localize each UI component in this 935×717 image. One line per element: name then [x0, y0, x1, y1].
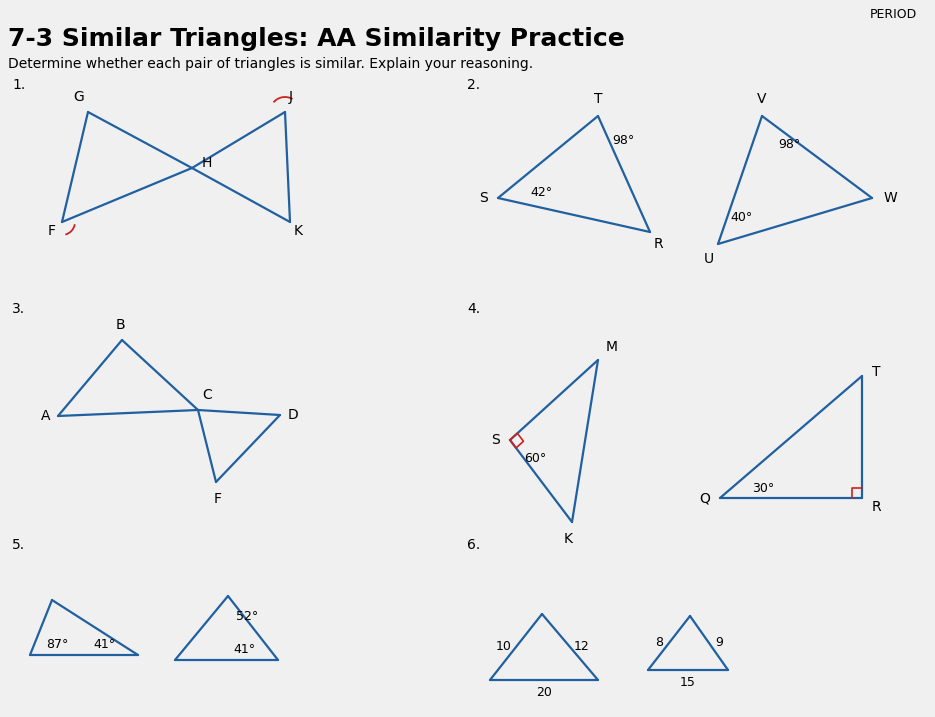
Text: 12: 12 — [574, 640, 590, 653]
Text: 98°: 98° — [612, 134, 634, 147]
Text: 1.: 1. — [12, 78, 25, 92]
Text: A: A — [40, 409, 50, 423]
Text: M: M — [606, 340, 618, 354]
Text: PERIOD: PERIOD — [870, 8, 917, 21]
Text: 52°: 52° — [236, 610, 258, 623]
Text: R: R — [872, 500, 882, 514]
Text: H: H — [202, 156, 212, 170]
Text: S: S — [491, 433, 500, 447]
Text: 41°: 41° — [94, 638, 116, 651]
Text: V: V — [757, 92, 767, 106]
Text: 41°: 41° — [234, 643, 256, 656]
Text: 6.: 6. — [467, 538, 481, 552]
Text: G: G — [73, 90, 84, 104]
Text: D: D — [288, 408, 299, 422]
Text: J: J — [289, 90, 293, 104]
Text: 4.: 4. — [467, 302, 481, 316]
Text: 30°: 30° — [752, 482, 774, 495]
Text: F: F — [214, 492, 222, 506]
Text: Determine whether each pair of triangles is similar. Explain your reasoning.: Determine whether each pair of triangles… — [8, 57, 533, 71]
Text: 42°: 42° — [530, 186, 553, 199]
Text: 9: 9 — [715, 637, 723, 650]
Text: 40°: 40° — [730, 211, 753, 224]
Text: R: R — [654, 237, 664, 251]
Text: 7-3 Similar Triangles: AA Similarity Practice: 7-3 Similar Triangles: AA Similarity Pra… — [8, 27, 625, 51]
Text: F: F — [48, 224, 56, 238]
Text: U: U — [704, 252, 714, 266]
Text: S: S — [480, 191, 488, 205]
Text: 15: 15 — [680, 675, 696, 688]
Text: 98°: 98° — [778, 138, 800, 151]
Text: 3.: 3. — [12, 302, 25, 316]
Text: K: K — [294, 224, 303, 238]
Text: K: K — [564, 532, 572, 546]
Text: W: W — [884, 191, 898, 205]
Text: C: C — [202, 388, 211, 402]
Text: 5.: 5. — [12, 538, 25, 552]
Text: T: T — [594, 92, 602, 106]
Text: T: T — [872, 365, 881, 379]
Text: 10: 10 — [496, 640, 512, 653]
Text: 8: 8 — [655, 637, 663, 650]
Text: 60°: 60° — [524, 452, 546, 465]
Text: 20: 20 — [536, 685, 552, 698]
Text: 2.: 2. — [467, 78, 481, 92]
Text: B: B — [115, 318, 124, 332]
Text: Q: Q — [699, 491, 710, 505]
Text: 87°: 87° — [46, 638, 68, 651]
